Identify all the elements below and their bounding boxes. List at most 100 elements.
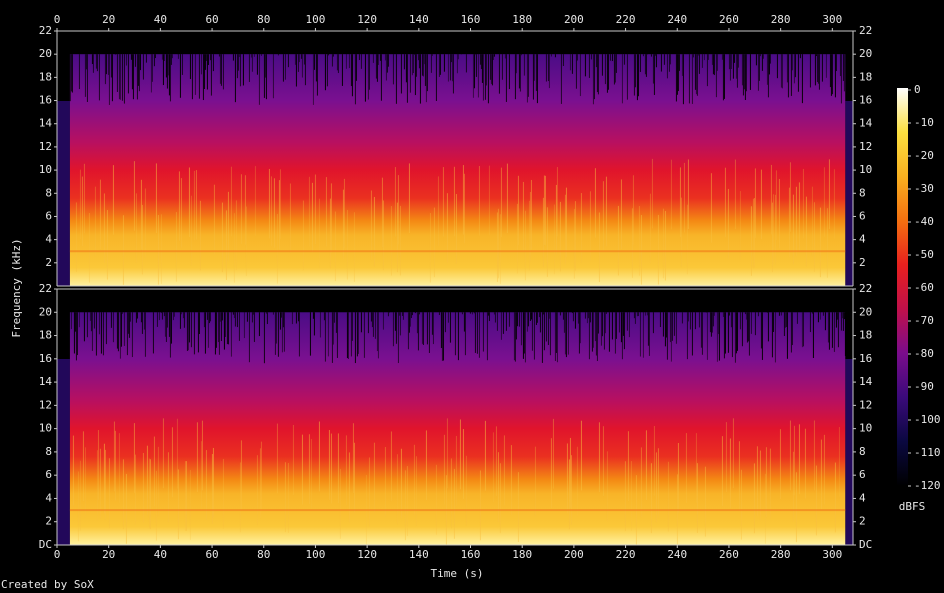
spectrum-gap: [669, 54, 671, 65]
spectrum-gap: [141, 312, 143, 334]
spectrum-gap: [206, 312, 208, 320]
spectrum-streak: [566, 443, 568, 514]
spectrum-gap: [167, 54, 169, 76]
spectrum-gap: [747, 312, 749, 342]
spectrum-gap: [809, 312, 811, 333]
spectrum-streak: [617, 205, 619, 276]
spectrum-gap: [252, 312, 254, 315]
spectrum-gap: [830, 54, 832, 96]
spectrum-gap: [236, 312, 238, 328]
spectrum-gap: [742, 54, 744, 96]
spectrum-gap: [170, 54, 172, 65]
spectrum-gap: [73, 312, 75, 354]
spectrum-gap: [376, 54, 378, 82]
spectrum-streak: [759, 450, 761, 521]
spectrum-gap: [439, 54, 441, 75]
spectrum-gap: [533, 54, 535, 81]
spectrum-gap: [653, 54, 655, 95]
spectrum-streak: [686, 204, 688, 275]
colorbar-tick-label: -50: [914, 248, 934, 261]
spectrum-gap: [131, 54, 133, 90]
spectrum-gap: [520, 312, 522, 346]
spectrum-gap: [776, 54, 778, 79]
spectrum-gap: [169, 54, 171, 102]
spectrum-gap: [634, 54, 636, 88]
spectrum-gap: [613, 54, 615, 85]
spectrum-streak: [450, 458, 452, 529]
spectrum-gap: [125, 54, 127, 66]
spectrum-gap: [471, 312, 473, 315]
spectrum-gap: [589, 312, 591, 323]
spectrum-gap: [785, 312, 787, 327]
spectrum-gap: [669, 312, 671, 343]
spectrum-streak: [778, 178, 780, 249]
spectrum-gap: [168, 54, 170, 96]
y-axis-label: Frequency (kHz): [10, 238, 23, 337]
spectrum-streak: [510, 445, 512, 515]
spectrum-gap: [179, 312, 181, 329]
spectrum-streak: [396, 454, 398, 525]
spectrum-gap: [626, 312, 628, 331]
spectrum-gap: [596, 54, 598, 93]
spectrum-streak: [655, 452, 657, 523]
y-tick-label: 20: [39, 305, 52, 318]
spectrum-streak: [453, 166, 455, 237]
spectrum-gap: [246, 312, 248, 322]
spectrum-streak: [268, 168, 270, 239]
spectrum-streak: [211, 454, 213, 524]
spectrum-gap: [482, 54, 484, 101]
spectrum-gap: [535, 312, 537, 325]
spectrum-gap: [461, 312, 463, 315]
spectrum-streak: [384, 446, 386, 517]
spectrum-gap: [515, 312, 517, 340]
spectrum-streak: [740, 469, 742, 540]
spectrum-gap: [663, 54, 665, 65]
spectrum-gap: [116, 54, 118, 92]
spectrum-gap: [744, 312, 746, 315]
spectrum-gap: [520, 54, 522, 56]
spectrum-gap: [797, 54, 799, 92]
spectrum-gap: [716, 312, 718, 362]
spectrum-gap: [376, 312, 378, 352]
x-tick-label: 140: [409, 548, 429, 561]
spectrum-gap: [665, 312, 667, 338]
spectrum-gap: [108, 54, 110, 105]
spectrum-streak: [200, 441, 202, 511]
spectrum-streak: [653, 425, 655, 496]
spectrum-streak: [146, 445, 148, 516]
y-tick-label: 16: [39, 94, 52, 107]
y-tick-label: 2: [859, 515, 866, 528]
spectrum-gap: [771, 312, 773, 358]
y-tick-label: 22: [39, 24, 52, 37]
spectrum-streak: [529, 191, 531, 262]
spectrum-gap: [382, 312, 384, 330]
spectrum-gap: [762, 54, 764, 59]
spectrum-gap: [741, 54, 743, 86]
spectrum-gap: [722, 312, 724, 317]
spectrum-streak: [270, 176, 272, 246]
spectrum-gap: [110, 312, 112, 328]
spectrum-streak: [465, 455, 467, 526]
spectrum-gap: [555, 312, 557, 353]
spectrum-streak: [838, 427, 840, 497]
spectrum-gap: [457, 312, 459, 361]
colorbar-tick-label: -110: [914, 446, 941, 459]
spectrum-streak: [651, 158, 653, 229]
spectrum-gap: [346, 312, 348, 359]
spectrum-gap: [444, 312, 446, 333]
x-tick-label: 20: [102, 548, 115, 561]
spectrum-streak: [580, 420, 582, 491]
spectrum-gap: [703, 54, 705, 61]
spectrum-gap: [527, 312, 529, 327]
spectrum-streak: [180, 178, 182, 248]
footer: Created by SoX: [1, 578, 94, 591]
spectrum-streak: [517, 472, 519, 542]
spectrum-gap: [239, 54, 241, 87]
spectrum-streak: [225, 210, 227, 280]
spectrum-gap: [692, 54, 694, 58]
spectrum-gap: [601, 54, 603, 76]
spectrum-streak: [155, 470, 157, 541]
spectrum-gap: [418, 54, 420, 69]
spectrum-streak: [167, 452, 169, 523]
spectrum-gap: [711, 54, 713, 65]
